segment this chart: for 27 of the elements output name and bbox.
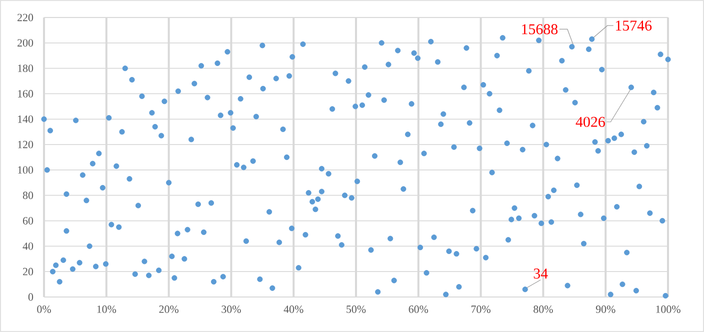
y-tick-label: 20 [23, 268, 34, 276]
x-tick-label: 60% [408, 306, 428, 313]
y-tick-label: 80 [22, 192, 34, 200]
y-tick-label: 60 [22, 217, 34, 224]
x-tick-label: 30% [222, 306, 241, 313]
x-tick-label: 10% [97, 306, 116, 313]
annotation: 34 [534, 268, 548, 279]
x-tick-label: 100% [656, 306, 680, 313]
y-tick-label: 140 [18, 115, 34, 123]
x-tick-label: 80% [534, 306, 553, 313]
annotation: 15746 [616, 20, 652, 31]
y-tick-label: 220 [18, 14, 34, 22]
annotation: 4026 [576, 116, 605, 127]
x-tick-label: 40% [284, 306, 304, 313]
y-tick-label: 200 [18, 39, 34, 47]
x-tick-label: 70% [471, 306, 490, 313]
x-tick-label: 50% [346, 306, 366, 313]
annotation: 15688 [522, 24, 558, 34]
y-tick-label: 100 [18, 166, 34, 174]
x-tick-label: 20% [159, 306, 178, 313]
y-tick-label: 160 [18, 90, 34, 98]
y-tick-label: 180 [18, 64, 34, 72]
x-tick-label: 0% [37, 306, 51, 313]
x-tick-label: 90% [596, 306, 616, 313]
y-tick-label: 0 [28, 293, 34, 301]
y-tick-label: 120 [18, 140, 34, 148]
y-tick-label: 40 [22, 242, 34, 250]
